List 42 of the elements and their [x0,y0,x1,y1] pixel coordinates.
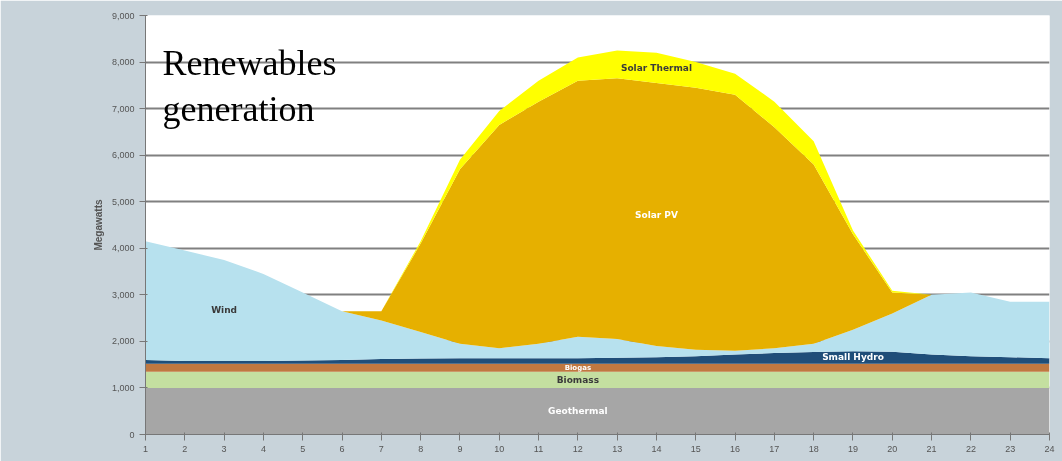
x-tick-label: 16 [730,443,741,454]
text: Renewables generation [162,42,337,129]
y-tick-label: 9,000 [111,10,135,21]
x-tick-label: 14 [651,443,662,454]
series-label: Biomass [556,374,599,385]
series-label: Solar Thermal [620,62,692,73]
x-tick-label: 7 [378,443,384,454]
y-tick-label: 5,000 [111,196,135,207]
y-tick-label: 1,000 [111,382,135,393]
series-label: Solar PV [634,209,678,220]
y-tick-label: 6,000 [111,150,135,161]
x-tick-label: 19 [847,443,858,454]
x-tick-label: 22 [965,443,976,454]
series-label: Wind [211,305,238,316]
x-tick-label: 3 [221,443,227,454]
x-tick-label: 13 [612,443,623,454]
x-tick-label: 1 [143,443,149,454]
y-tick-label: 3,000 [111,289,135,300]
x-tick-label: 2 [182,443,188,454]
x-tick-label: 21 [926,443,937,454]
x-tick-label: 9 [457,443,463,454]
y-tick-label: 2,000 [111,336,135,347]
x-tick-label: 23 [1005,443,1016,454]
x-tick-label: 15 [690,443,701,454]
x-tick-label: 5 [300,443,306,454]
x-tick-label: 17 [769,443,780,454]
x-tick-label: 18 [808,443,819,454]
y-tick-label: 4,000 [111,243,135,254]
x-tick-label: 6 [339,443,345,454]
x-tick-label: 8 [418,443,424,454]
x-tick-label: 10 [494,443,505,454]
x-tick-label: 4 [260,443,266,454]
series-label: Geothermal [548,406,608,417]
y-tick-label: 8,000 [111,57,135,68]
series-label: Small Hydro [822,352,884,363]
y-tick-label: 7,000 [111,103,135,114]
x-tick-label: 11 [533,443,544,454]
x-tick-label: 12 [572,443,583,454]
x-tick-label: 24 [1044,443,1055,454]
y-tick-label: 0 [129,429,135,440]
x-tick-label: 20 [887,443,898,454]
y-axis-title: Megawatts [92,199,104,251]
